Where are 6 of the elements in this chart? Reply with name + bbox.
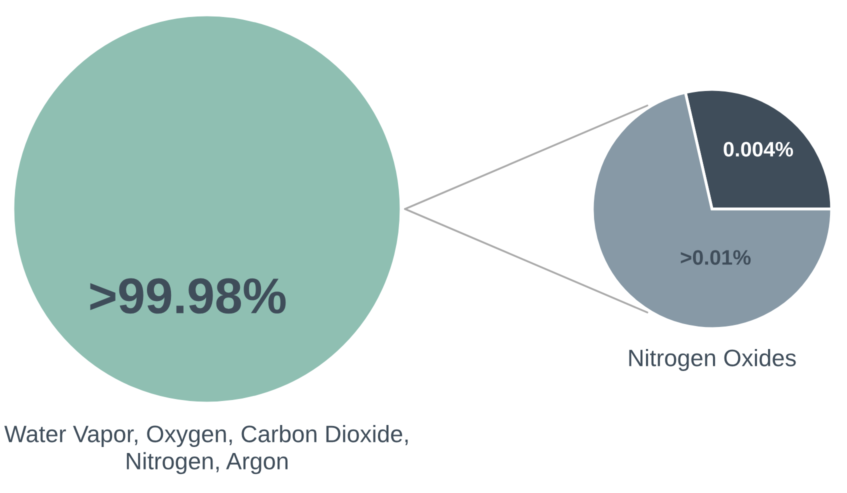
text: Nitrogen Oxides (629, 349, 796, 372)
data-label: >0.01% (680, 250, 751, 265)
data-label: 0.004% (724, 142, 794, 157)
text: Water Vapor, Oxygen, Carbon Dioxide, Nitrogen, Argon (4, 425, 408, 474)
data-label: >99.98% (90, 278, 286, 314)
pie-slice (591, 91, 833, 330)
